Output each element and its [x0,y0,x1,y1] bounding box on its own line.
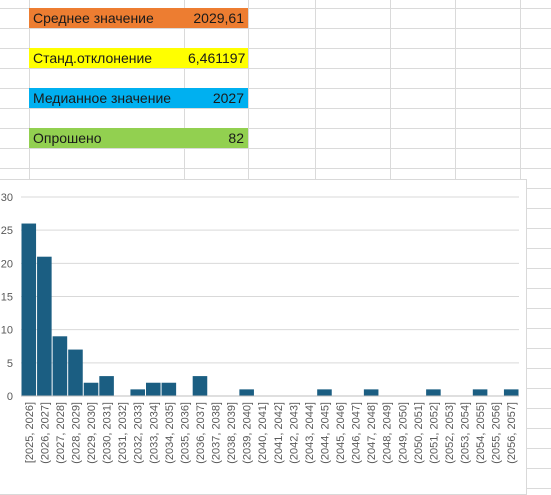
x-tick-label: (2042, 2043] [288,402,300,464]
stat-label-median[interactable]: Медианное значение [29,88,184,108]
histogram-chart[interactable] [0,179,527,495]
stat-label-surveyed[interactable]: Опрошено [29,128,184,148]
x-tick-label: (2050, 2051] [413,402,425,464]
y-tick-label: 0 [7,391,13,403]
x-tick-label: (2030, 2031] [102,402,114,464]
histogram-bar[interactable] [52,336,68,396]
x-tick-label: (2034, 2035] [164,402,176,464]
x-tick-label: (2048, 2049] [382,402,394,464]
histogram-bar[interactable] [317,389,332,396]
x-tick-label: (2035, 2036] [179,402,191,464]
stat-label-stddev[interactable]: Станд.отклонение [29,48,184,68]
x-tick-label: (2047, 2048] [366,402,378,464]
x-tick-label: (2031, 2032] [117,402,129,464]
y-tick-label: 10 [1,325,13,337]
x-tick-label: (2045, 2046] [335,402,347,464]
x-tick-label: (2037, 2038] [211,402,223,464]
x-tick-label: (2026, 2027] [39,402,51,464]
stat-value-mean[interactable]: 2029,61 [184,8,248,28]
x-tick-label: (2043, 2044] [304,402,316,464]
x-tick-label: (2044, 2045] [319,402,331,464]
histogram-bar[interactable] [503,389,519,396]
histogram-bar[interactable] [99,376,114,396]
x-tick-label: (2041, 2042] [273,402,285,464]
x-tick-label: (2029, 2030] [86,402,98,464]
stat-value-median[interactable]: 2027 [184,88,248,108]
x-tick-label: (2028, 2029] [70,402,82,464]
x-tick-label: (2036, 2037] [195,402,207,464]
histogram-bar[interactable] [37,256,52,396]
x-tick-label: (2033, 2034] [148,402,160,464]
x-tick-label: (2032, 2033] [133,402,145,464]
histogram-plot: 0 5 10 15 20 25 30 [2025, 2026] (2026, 2027] (202… [1,192,519,464]
x-tick-label: (2053, 2054] [460,402,472,464]
y-tick-label: 30 [1,192,13,204]
x-tick-label: (2056, 2057] [506,402,518,464]
x-tick-label: (2040, 2041] [257,402,269,464]
histogram-bar[interactable] [161,382,177,396]
x-tick-label: (2054, 2055] [475,402,487,464]
x-tick-label: (2051, 2052] [428,402,440,464]
histogram-bar[interactable] [363,389,379,396]
stat-label-mean[interactable]: Среднее значение [29,8,184,28]
stat-value-stddev[interactable]: 6,461197 [184,48,248,68]
x-tick-label: (2055, 2056] [491,402,503,464]
x-tick-label: (2052, 2053] [444,402,456,464]
histogram-bar[interactable] [83,382,99,396]
y-tick-label: 20 [1,258,13,270]
histogram-bar[interactable] [239,389,254,396]
x-tick-label: (2039, 2040] [242,402,254,464]
histogram-bar[interactable] [21,223,37,396]
y-tick-label: 25 [1,225,13,237]
y-tick-label: 15 [1,292,13,304]
stat-value-surveyed[interactable]: 82 [184,128,248,148]
histogram-bar[interactable] [192,376,208,396]
x-tick-label: (2046, 2047] [351,402,363,464]
x-tick-label: (2038, 2039] [226,402,238,464]
histogram-bar[interactable] [68,349,83,396]
x-tick-label: (2049, 2050] [397,402,409,464]
x-tick-label: (2027, 2028] [55,402,67,464]
histogram-bar[interactable] [426,389,441,396]
histogram-bar[interactable] [146,382,161,396]
histogram-bar[interactable] [472,389,488,396]
x-tick-label: [2025, 2026] [24,402,36,463]
y-tick-label: 5 [7,358,13,370]
histogram-bar[interactable] [130,389,145,396]
